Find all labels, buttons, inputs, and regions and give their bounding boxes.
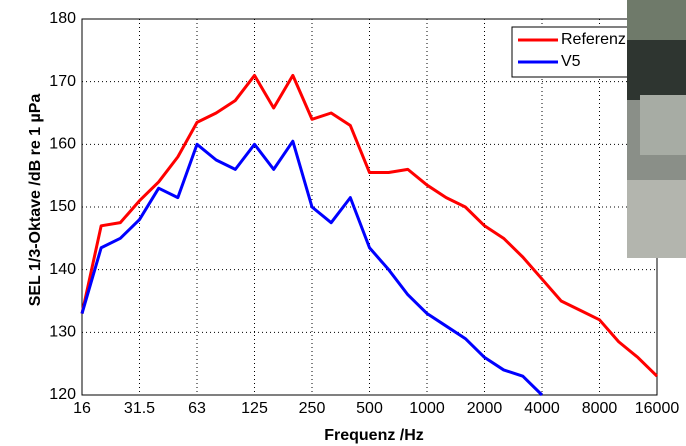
y-tick-label: 130: [49, 324, 76, 341]
x-tick-label: 16000: [635, 400, 680, 417]
x-tick-label: 2000: [467, 400, 503, 417]
legend-label: Referenz: [561, 31, 626, 48]
data-line: [80, 73, 659, 378]
legend: Referenz V5: [511, 26, 643, 78]
y-tick-label: 180: [49, 10, 76, 27]
y-tick-label: 150: [49, 198, 76, 215]
x-tick-label: 125: [241, 400, 268, 417]
y-tick-label: 120: [49, 386, 76, 403]
y-axis-label: SEL 1/3-Oktave /dB re 1 µPa: [27, 94, 44, 307]
photo-part: [627, 180, 686, 258]
x-tick-label: 1000: [409, 400, 445, 417]
legend-label: V5: [561, 53, 581, 70]
x-tick-label: 63: [188, 400, 206, 417]
photo-part: [627, 40, 686, 100]
x-tick-label: 4000: [524, 400, 560, 417]
photo-overlay: [627, 0, 686, 258]
y-tick-label: 140: [49, 261, 76, 278]
y-tick-label: 170: [49, 73, 76, 90]
x-axis-label: Frequenz /Hz: [324, 427, 424, 444]
x-tick-label: 250: [299, 400, 326, 417]
data-line: [80, 139, 544, 397]
y-tick-label: 160: [49, 136, 76, 153]
x-tick-label: 16: [73, 400, 91, 417]
x-tick-label: 31.5: [124, 400, 155, 417]
x-tick-label: 500: [356, 400, 383, 417]
photo-part: [640, 95, 686, 155]
photo-part: [627, 0, 686, 40]
x-tick-label: 8000: [582, 400, 618, 417]
